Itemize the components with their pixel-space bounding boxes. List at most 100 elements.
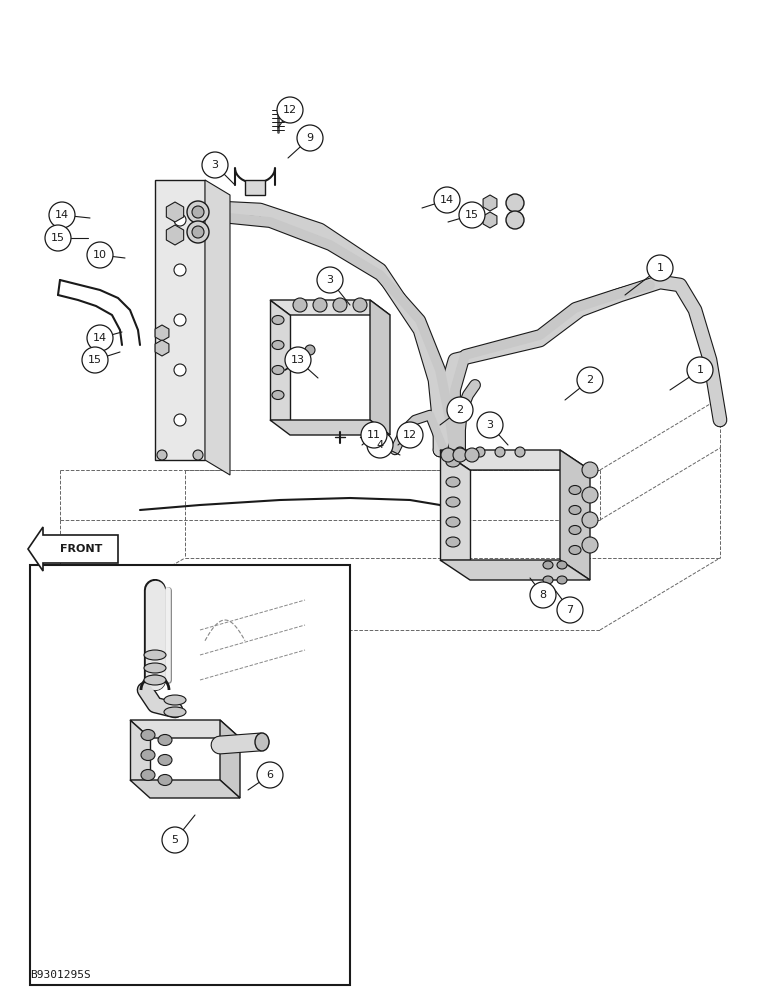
Ellipse shape <box>446 517 460 527</box>
Circle shape <box>45 225 71 251</box>
Ellipse shape <box>255 733 269 751</box>
Circle shape <box>515 447 525 457</box>
Polygon shape <box>220 720 240 798</box>
Circle shape <box>367 432 393 458</box>
Text: 7: 7 <box>567 605 574 615</box>
Polygon shape <box>270 300 390 315</box>
Circle shape <box>305 345 315 355</box>
Circle shape <box>317 267 343 293</box>
Ellipse shape <box>569 506 581 514</box>
Circle shape <box>174 314 186 326</box>
Ellipse shape <box>446 457 460 467</box>
Text: 15: 15 <box>465 210 479 220</box>
Polygon shape <box>155 180 205 460</box>
Circle shape <box>333 298 347 312</box>
Text: 13: 13 <box>291 355 305 365</box>
Ellipse shape <box>446 537 460 547</box>
Polygon shape <box>370 300 390 435</box>
Circle shape <box>506 194 524 212</box>
Circle shape <box>297 125 323 151</box>
Text: 3: 3 <box>486 420 493 430</box>
Text: 1: 1 <box>696 365 703 375</box>
Ellipse shape <box>141 730 155 740</box>
Circle shape <box>174 264 186 276</box>
Circle shape <box>49 202 75 228</box>
Polygon shape <box>130 720 150 780</box>
Ellipse shape <box>144 650 166 660</box>
Circle shape <box>285 347 311 373</box>
Text: 9: 9 <box>306 133 313 143</box>
Ellipse shape <box>144 675 166 685</box>
Ellipse shape <box>144 663 166 673</box>
Circle shape <box>192 206 204 218</box>
Circle shape <box>455 447 465 457</box>
Circle shape <box>475 447 485 457</box>
Circle shape <box>687 357 713 383</box>
Text: 8: 8 <box>540 590 547 600</box>
Text: 14: 14 <box>55 210 69 220</box>
Circle shape <box>582 537 598 553</box>
Ellipse shape <box>272 365 284 374</box>
Polygon shape <box>270 300 290 420</box>
Polygon shape <box>483 212 497 228</box>
Circle shape <box>87 242 113 268</box>
Circle shape <box>192 226 204 238</box>
Circle shape <box>434 187 460 213</box>
Circle shape <box>495 447 505 457</box>
Circle shape <box>465 448 479 462</box>
Polygon shape <box>440 450 590 470</box>
Circle shape <box>557 597 583 623</box>
Circle shape <box>582 512 598 528</box>
Text: 15: 15 <box>51 233 65 243</box>
Text: 3: 3 <box>212 160 218 170</box>
Polygon shape <box>130 720 240 738</box>
Bar <box>245 180 265 195</box>
Circle shape <box>582 487 598 503</box>
Circle shape <box>293 298 307 312</box>
Polygon shape <box>166 202 184 222</box>
Ellipse shape <box>543 576 553 584</box>
Text: 6: 6 <box>266 770 273 780</box>
Ellipse shape <box>543 561 553 569</box>
Polygon shape <box>560 450 590 580</box>
Ellipse shape <box>158 774 172 786</box>
Polygon shape <box>440 450 470 560</box>
Polygon shape <box>440 560 590 580</box>
Polygon shape <box>483 195 497 211</box>
Ellipse shape <box>569 526 581 534</box>
Ellipse shape <box>158 754 172 766</box>
Ellipse shape <box>141 770 155 780</box>
Text: 14: 14 <box>440 195 454 205</box>
Circle shape <box>582 462 598 478</box>
Ellipse shape <box>569 486 581 494</box>
Ellipse shape <box>569 546 581 554</box>
Circle shape <box>530 582 556 608</box>
Circle shape <box>477 412 503 438</box>
Circle shape <box>453 448 467 462</box>
Circle shape <box>187 221 209 243</box>
Text: B9301295S: B9301295S <box>30 970 91 980</box>
Text: 5: 5 <box>171 835 178 845</box>
Circle shape <box>506 211 524 229</box>
Ellipse shape <box>446 497 460 507</box>
Ellipse shape <box>164 695 186 705</box>
Text: 11: 11 <box>367 430 381 440</box>
Text: 3: 3 <box>327 275 334 285</box>
Text: 2: 2 <box>587 375 594 385</box>
Circle shape <box>174 414 186 426</box>
Text: 1: 1 <box>656 263 663 273</box>
Text: 15: 15 <box>88 355 102 365</box>
Ellipse shape <box>164 707 186 717</box>
Circle shape <box>82 347 108 373</box>
Circle shape <box>577 367 603 393</box>
Circle shape <box>174 364 186 376</box>
Circle shape <box>193 450 203 460</box>
Ellipse shape <box>272 390 284 399</box>
Polygon shape <box>28 527 118 571</box>
Text: FRONT: FRONT <box>59 544 102 554</box>
Ellipse shape <box>141 750 155 760</box>
Circle shape <box>277 97 303 123</box>
Circle shape <box>187 201 209 223</box>
Polygon shape <box>270 420 390 435</box>
Circle shape <box>647 255 673 281</box>
